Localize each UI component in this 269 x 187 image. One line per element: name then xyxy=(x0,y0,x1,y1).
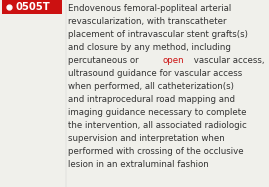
Text: supervision and interpretation when: supervision and interpretation when xyxy=(68,134,225,143)
Text: vascular access,: vascular access, xyxy=(190,56,264,65)
Text: when performed, all catheterization(s): when performed, all catheterization(s) xyxy=(68,82,234,91)
Text: revascularization, with transcatheter: revascularization, with transcatheter xyxy=(68,17,226,26)
Text: and closure by any method, including: and closure by any method, including xyxy=(68,43,231,52)
Text: and intraprocedural road mapping and: and intraprocedural road mapping and xyxy=(68,95,235,104)
Text: percutaneous or: percutaneous or xyxy=(68,56,141,65)
Text: 0505T: 0505T xyxy=(15,2,50,12)
Text: the intervention, all associated radiologic: the intervention, all associated radiolo… xyxy=(68,121,247,130)
FancyBboxPatch shape xyxy=(2,0,62,14)
Text: placement of intravascular stent grafts(s): placement of intravascular stent grafts(… xyxy=(68,30,248,39)
Text: Endovenous femoral-popliteal arterial: Endovenous femoral-popliteal arterial xyxy=(68,4,231,13)
Text: performed with crossing of the occlusive: performed with crossing of the occlusive xyxy=(68,147,244,156)
Text: open: open xyxy=(163,56,184,65)
Text: imaging guidance necessary to complete: imaging guidance necessary to complete xyxy=(68,108,246,117)
Text: ultrasound guidance for vascular access: ultrasound guidance for vascular access xyxy=(68,69,242,78)
Text: lesion in an extraluminal fashion: lesion in an extraluminal fashion xyxy=(68,160,209,169)
